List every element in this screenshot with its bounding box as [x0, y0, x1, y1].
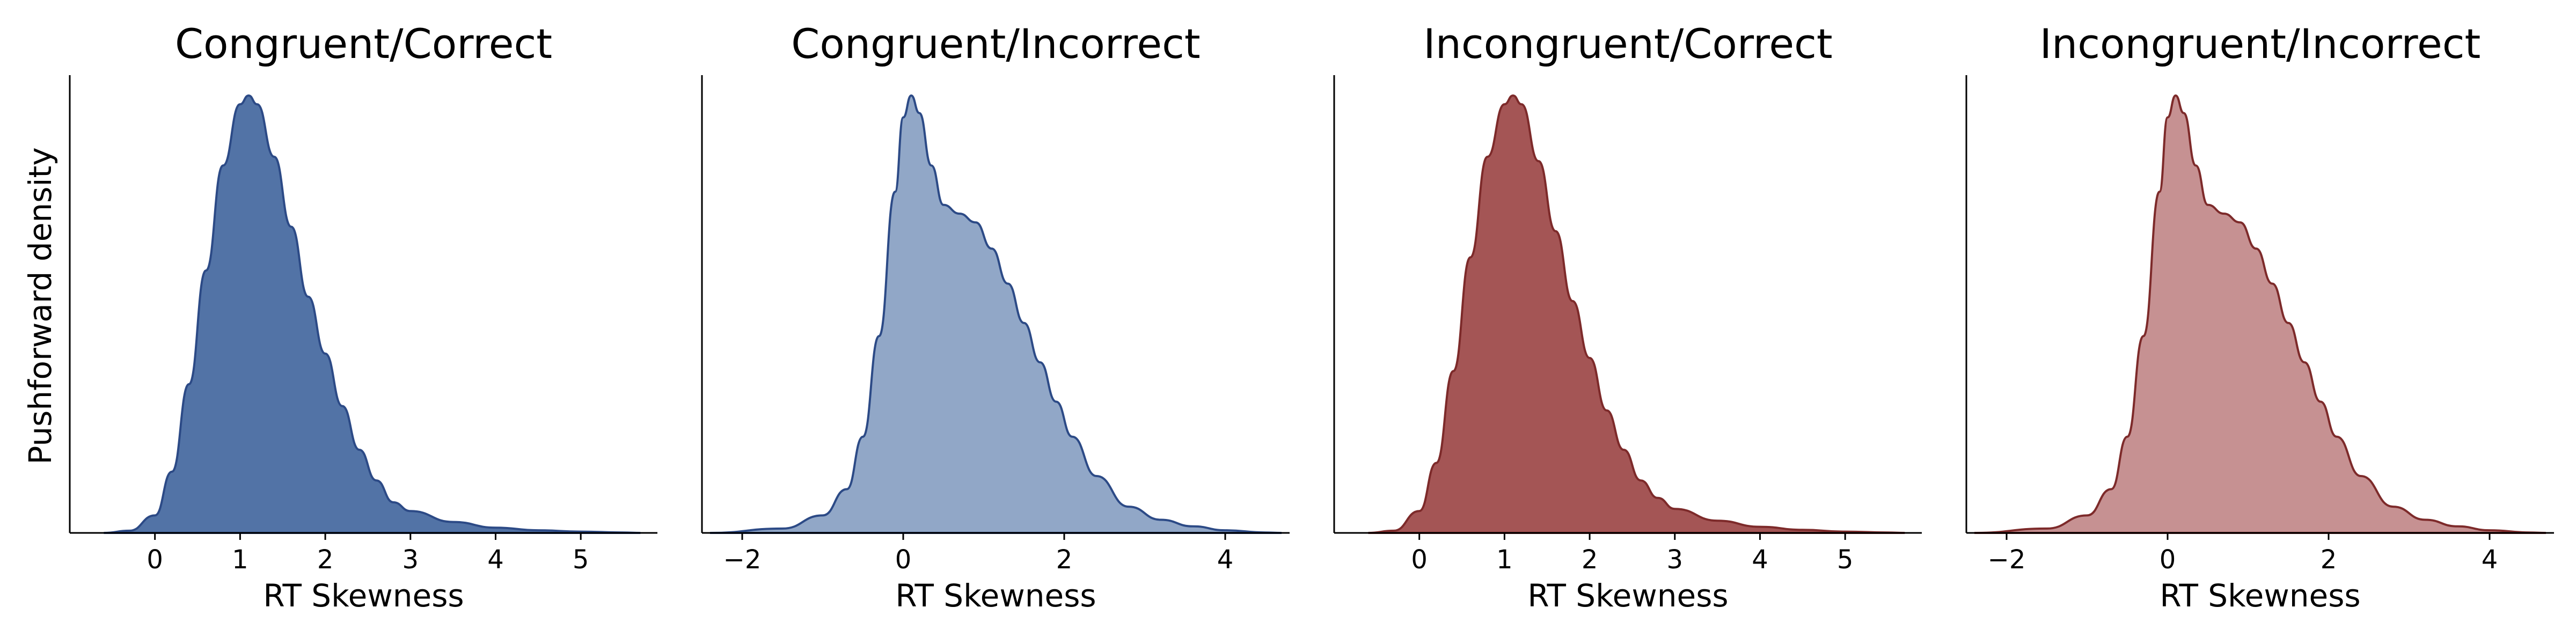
y-axis-label: Pushforward density: [22, 147, 58, 464]
density-area: [104, 94, 641, 534]
x-tick-label: 2: [1056, 545, 1073, 575]
x-tick-label: 3: [1667, 545, 1684, 575]
x-axis-label: RT Skewness: [263, 577, 464, 614]
density-area: [1368, 94, 1905, 534]
x-tick-label: 2: [317, 545, 334, 575]
x-tick-label: 0: [1411, 545, 1428, 575]
x-tick-label: 5: [1837, 545, 1854, 575]
x-tick-label: 1: [232, 545, 248, 575]
panel-4: Incongruent/Incorrect −2 0 2 4 RT Skewness: [1965, 20, 2554, 614]
x-tick-label: 0: [2160, 545, 2176, 575]
x-tick-label: 0: [895, 545, 912, 575]
x-tick-label: 4: [1217, 545, 1234, 575]
x-tick-label: 0: [147, 545, 163, 575]
density-area: [709, 94, 1282, 534]
panel-1: Congruent/Correct 0 1 2 3 4 5 RT Skewness: [69, 20, 657, 614]
x-tick-label: 4: [487, 545, 504, 575]
x-tick-label: 2: [2321, 545, 2337, 575]
x-axis-label: RT Skewness: [895, 577, 1096, 614]
panel-title: Congruent/Correct: [175, 20, 552, 68]
x-tick-label: 3: [402, 545, 419, 575]
x-axis-label: RT Skewness: [1527, 577, 1728, 614]
x-axis-label: RT Skewness: [2160, 577, 2360, 614]
density-area: [1974, 94, 2546, 534]
panel-title: Incongruent/Correct: [1423, 20, 1832, 68]
x-tick-label: −2: [723, 545, 762, 575]
panel-3: Incongruent/Correct 0 1 2 3 4 5 RT Skewness: [1333, 20, 1922, 614]
x-tick-label: 5: [573, 545, 589, 575]
x-tick-label: −2: [1988, 545, 2026, 575]
panel-2: Congruent/Incorrect −2 0 2 4 RT Skewness: [701, 20, 1290, 614]
x-tick-label: 4: [1752, 545, 1768, 575]
x-tick-label: 2: [1582, 545, 1598, 575]
panel-title: Incongruent/Incorrect: [2040, 20, 2481, 68]
x-tick-label: 1: [1496, 545, 1513, 575]
x-tick-label: 4: [2482, 545, 2498, 575]
panel-title: Congruent/Incorrect: [791, 20, 1200, 68]
